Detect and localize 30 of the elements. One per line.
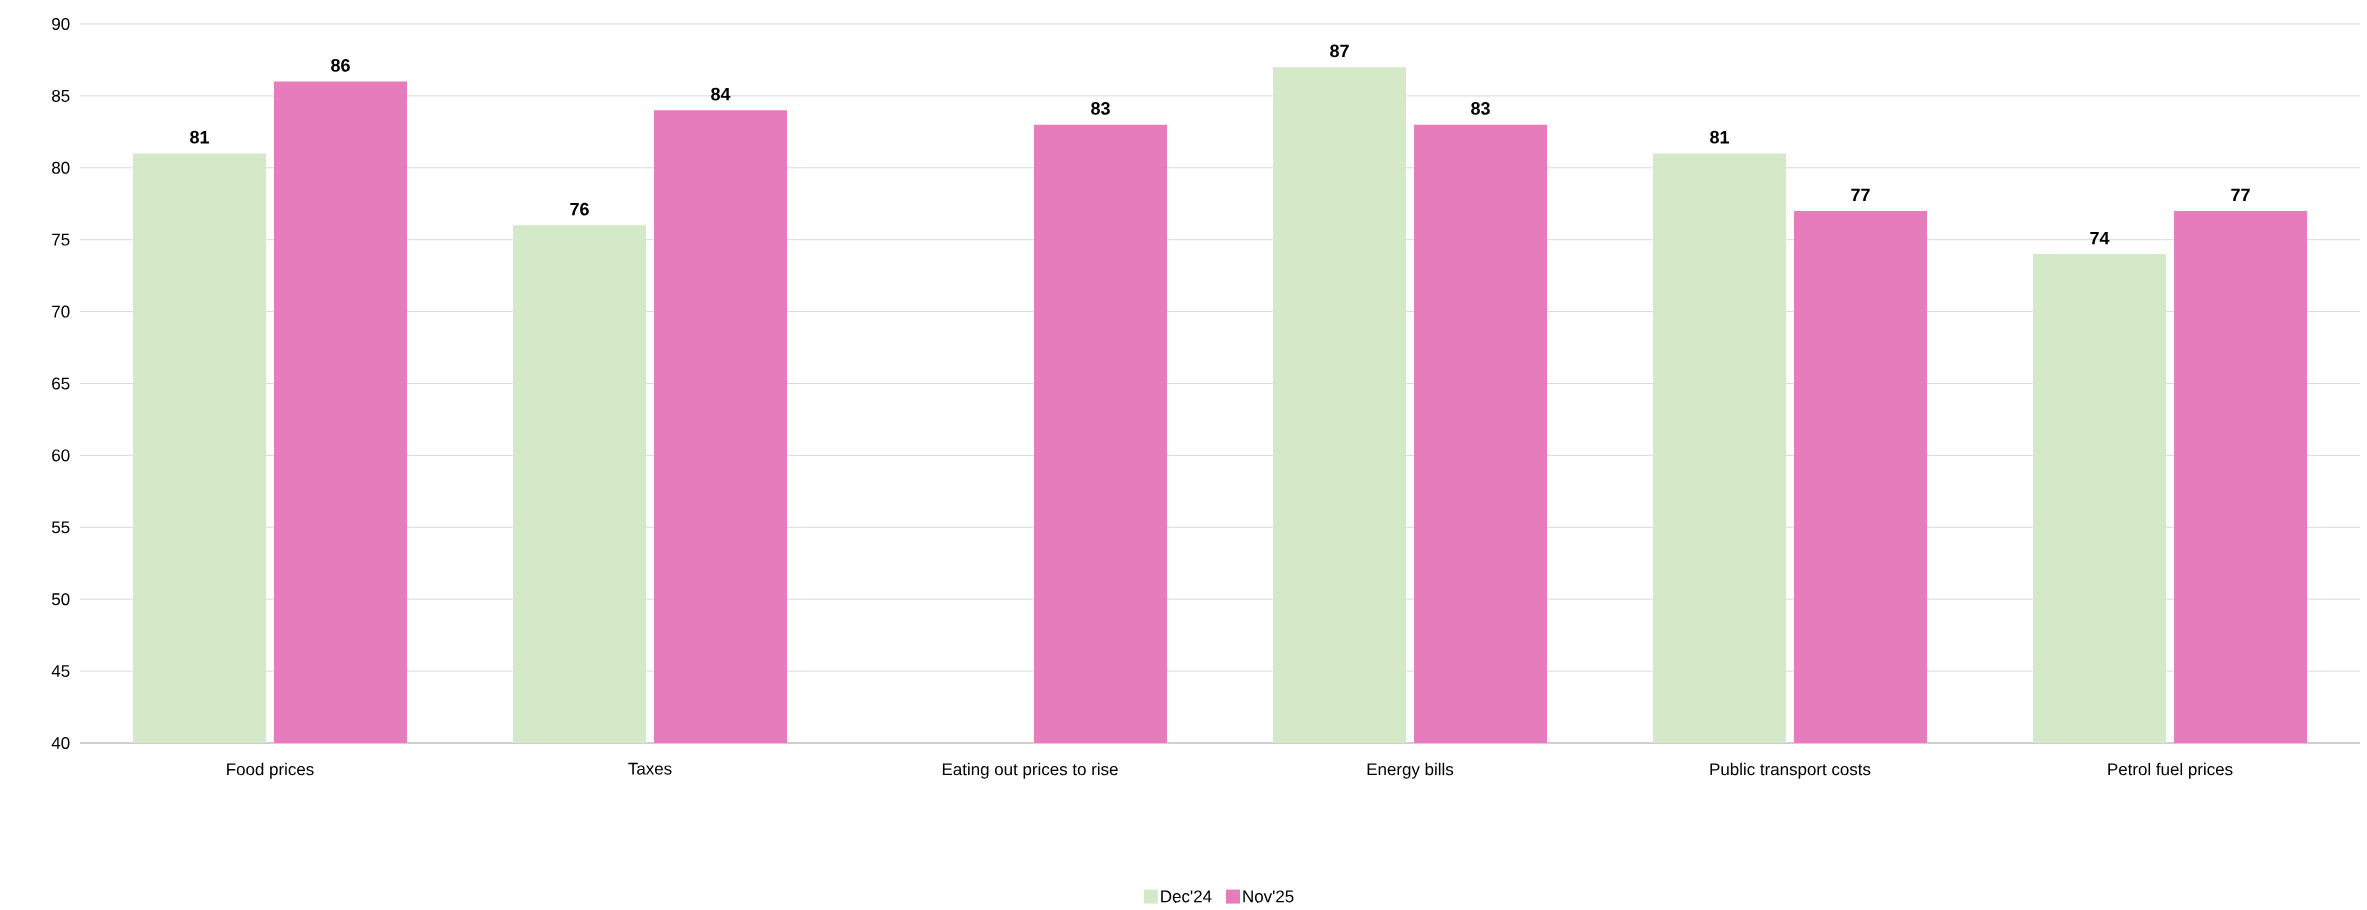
y-tick-label: 90 bbox=[52, 17, 70, 30]
data-label: 74 bbox=[2090, 231, 2110, 245]
y-tick-label: 70 bbox=[52, 305, 70, 318]
legend-label: Dec'24 bbox=[1161, 890, 1212, 903]
y-tick-label: 55 bbox=[51, 521, 70, 534]
data-label: 81 bbox=[1710, 130, 1729, 144]
x-tick-label: Taxes bbox=[628, 762, 672, 775]
data-label: 76 bbox=[570, 202, 589, 216]
y-tick-label: 75 bbox=[52, 233, 70, 246]
y-tick-label: 65 bbox=[52, 377, 70, 390]
data-label: 86 bbox=[331, 58, 350, 72]
x-tick-label: Petrol fuel prices bbox=[2108, 762, 2233, 779]
data-label: 87 bbox=[1330, 44, 1349, 58]
data-label: 83 bbox=[1471, 102, 1490, 115]
y-tick-label: 60 bbox=[52, 449, 70, 462]
y-tick-label: 40 bbox=[51, 737, 70, 749]
y-tick-label: 85 bbox=[52, 89, 70, 102]
x-tick-label: Food prices bbox=[227, 762, 314, 779]
x-tick-label: Eating out prices to rise bbox=[942, 762, 1118, 779]
data-label: 84 bbox=[711, 87, 731, 101]
legend-label: Nov'25 bbox=[1243, 890, 1294, 903]
x-tick-label: Energy bills bbox=[1367, 762, 1454, 779]
y-tick-label: 50 bbox=[51, 593, 70, 606]
data-label: 81 bbox=[190, 130, 209, 144]
y-tick-label: 80 bbox=[52, 161, 70, 174]
data-label: 83 bbox=[1091, 102, 1110, 115]
x-tick-label: Public transport costs bbox=[1710, 762, 1871, 779]
data-label: 77 bbox=[2231, 188, 2250, 202]
data-label: 77 bbox=[1851, 188, 1870, 202]
y-tick-label: 45 bbox=[51, 665, 70, 678]
